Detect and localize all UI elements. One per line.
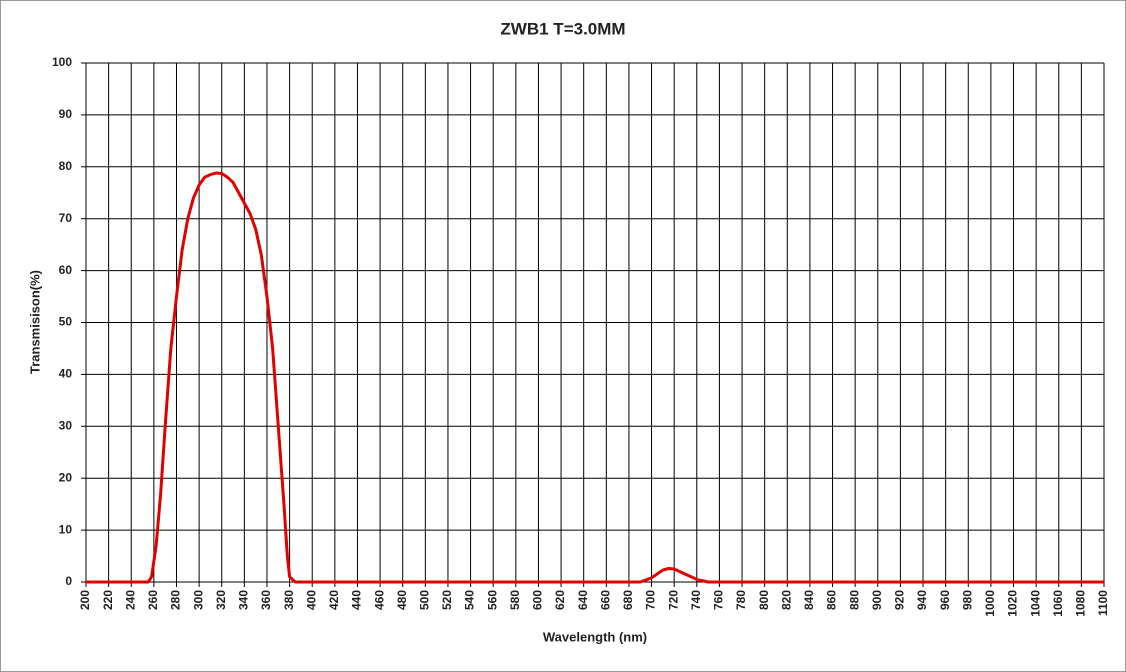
x-tick-label: 1040: [1028, 590, 1042, 617]
x-tick-label: 960: [938, 590, 952, 610]
x-tick-label: 500: [418, 590, 432, 610]
x-tick-label: 1000: [983, 590, 997, 617]
x-tick-label: 440: [350, 590, 364, 610]
x-tick-label: 940: [915, 590, 929, 610]
x-tick-label: 540: [463, 590, 477, 610]
x-tick-label: 780: [734, 590, 748, 610]
x-tick-label: 800: [757, 590, 771, 610]
y-tick-label: 60: [59, 263, 73, 277]
x-tick-label: 260: [146, 590, 160, 610]
y-tick-label: 80: [59, 159, 73, 173]
x-tick-label: 660: [598, 590, 612, 610]
y-tick-label: 30: [59, 418, 73, 432]
x-tick-label: 820: [779, 590, 793, 610]
x-tick-label: 760: [712, 590, 726, 610]
y-axis-title: Transmisison(%): [27, 270, 42, 374]
x-tick-label: 860: [825, 590, 839, 610]
x-tick-label: 200: [78, 590, 92, 610]
x-tick-label: 1020: [1006, 590, 1020, 617]
x-tick-label: 560: [485, 590, 499, 610]
x-tick-label: 340: [237, 590, 251, 610]
x-tick-label: 520: [440, 590, 454, 610]
x-tick-label: 220: [101, 590, 115, 610]
x-tick-label: 1100: [1096, 590, 1110, 616]
x-tick-label: 920: [893, 590, 907, 610]
y-tick-label: 100: [52, 55, 72, 69]
y-tick-label: 10: [59, 522, 73, 536]
x-tick-label: 980: [960, 590, 974, 610]
y-tick-label: 50: [59, 315, 73, 329]
x-tick-label: 580: [508, 590, 522, 610]
x-tick-label: 840: [802, 590, 816, 610]
x-tick-label: 740: [689, 590, 703, 610]
y-tick-label: 20: [59, 470, 73, 484]
x-axis-title: Wavelength (nm): [543, 629, 647, 644]
x-tick-label: 720: [666, 590, 680, 610]
x-tick-label: 300: [191, 590, 205, 610]
chart-title: ZWB1 T=3.0MM: [500, 19, 625, 38]
x-tick-label: 460: [372, 590, 386, 610]
x-tick-label: 1060: [1051, 590, 1065, 617]
x-tick-label: 620: [553, 590, 567, 610]
x-tick-label: 680: [621, 590, 635, 610]
y-tick-label: 0: [65, 574, 72, 588]
x-tick-label: 600: [531, 590, 545, 610]
data-line: [86, 171, 1104, 584]
y-tick-label: 40: [59, 367, 73, 381]
x-tick-label: 700: [644, 590, 658, 610]
x-tick-label: 380: [282, 590, 296, 610]
x-tick-label: 320: [214, 590, 228, 610]
x-tick-label: 280: [169, 590, 183, 610]
x-tick-label: 880: [847, 590, 861, 610]
x-tick-label: 640: [576, 590, 590, 610]
x-tick-label: 420: [327, 590, 341, 610]
x-tick-label: 240: [123, 590, 137, 610]
x-tick-label: 480: [395, 590, 409, 610]
x-tick-label: 1080: [1074, 590, 1088, 617]
x-tick-label: 400: [304, 590, 318, 610]
x-tick-label: 900: [870, 590, 884, 610]
x-tick-label: 360: [259, 590, 273, 610]
y-tick-label: 70: [59, 211, 73, 225]
y-tick-label: 90: [59, 107, 73, 121]
